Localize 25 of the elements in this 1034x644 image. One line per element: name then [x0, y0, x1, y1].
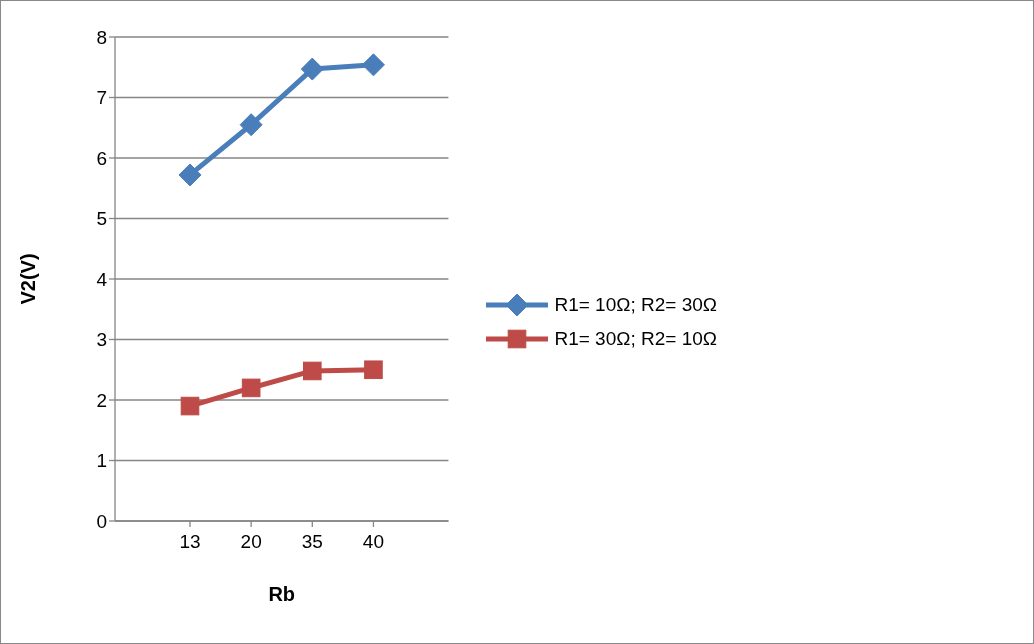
point [364, 360, 383, 380]
point [302, 361, 322, 381]
point [178, 163, 202, 187]
y-tick-label: 4 [96, 268, 108, 290]
x-tick-label: 35 [301, 531, 323, 553]
y-tick-label: 1 [96, 450, 107, 472]
legend-label: R1= 30Ω; R2= 10Ω [554, 328, 717, 350]
y-tick-label: 0 [96, 510, 107, 532]
y-tick-label: 2 [96, 389, 107, 411]
point [300, 57, 324, 81]
y-axis-title: V2(V) [17, 253, 40, 305]
point [239, 113, 263, 137]
y-tick-label: 5 [96, 208, 107, 230]
x-axis-title: Rb [268, 583, 296, 605]
x-tick-label: 13 [179, 531, 201, 553]
x-tick-label: 20 [240, 531, 262, 553]
legend-label: R1= 10Ω; R2= 30Ω [554, 294, 717, 316]
y-tick-label: 7 [96, 87, 107, 109]
x-tick-label: 40 [362, 531, 385, 553]
y-tick-label: 3 [96, 329, 107, 351]
point [180, 396, 200, 416]
point [241, 378, 261, 398]
y-tick-label: 8 [96, 26, 107, 48]
point [361, 53, 385, 77]
y-tick-label: 6 [96, 147, 107, 169]
